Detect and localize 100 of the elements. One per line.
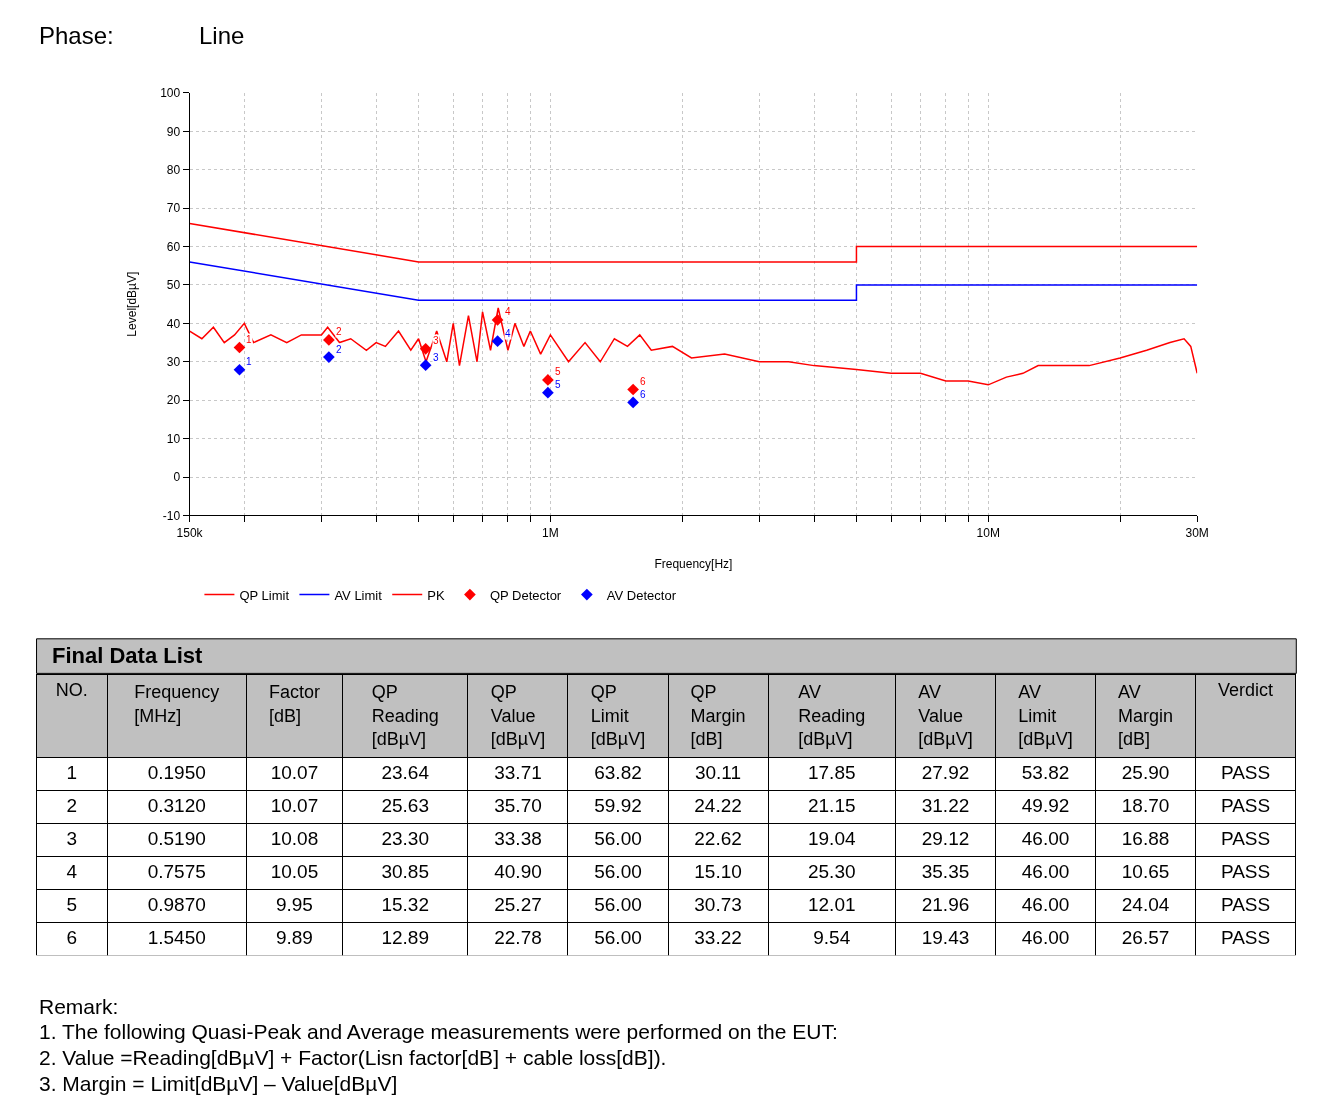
- data-label: 35.70: [494, 795, 542, 817]
- data-label: 10.05: [270, 861, 319, 883]
- data-label: 53.82: [1021, 762, 1070, 784]
- data-label: 19.04: [807, 828, 856, 850]
- annotation: 4: [505, 328, 511, 339]
- data-label: 12.89: [381, 927, 429, 949]
- annotation: 3: [433, 352, 439, 363]
- data-label: 56.00: [594, 828, 642, 850]
- x-tick-label: Factor [dB]: [268, 682, 320, 726]
- data-label: 23.30: [381, 828, 429, 850]
- text: Remark:: [39, 995, 119, 1018]
- data-label: 24.22: [694, 795, 742, 817]
- data-label: 0.3120: [147, 795, 206, 817]
- data-label: 40.90: [494, 861, 542, 883]
- annotation: 3: [433, 335, 439, 346]
- y-tick-label: 4: [66, 861, 78, 883]
- x-tick-label: 150k: [176, 525, 204, 540]
- annotation: 5: [555, 379, 561, 390]
- x-tick-label: AV Limit [dBµV]: [1018, 682, 1073, 750]
- y-tick-label: 5: [66, 894, 78, 916]
- y-axis-title: Level[dBµV]: [125, 271, 140, 337]
- text: PASS: [1220, 795, 1271, 817]
- y-tick-label: 70: [166, 201, 181, 216]
- data-label: 30.73: [694, 894, 742, 916]
- y-axis-title: NO.: [55, 679, 88, 700]
- data-label: 16.88: [1121, 828, 1170, 850]
- data-label: 26.57: [1121, 927, 1170, 949]
- data-label: 33.71: [494, 762, 542, 784]
- y-tick-label: 50: [166, 278, 181, 293]
- data-label: 22.62: [694, 828, 742, 850]
- data-label: 46.00: [1021, 927, 1070, 949]
- legend-label: QP Detector: [489, 587, 562, 603]
- x-tick-label: Frequency [MHz]: [134, 682, 220, 726]
- annotation: 6: [640, 376, 646, 387]
- data-label: 23.64: [381, 762, 430, 784]
- text: PASS: [1220, 861, 1271, 883]
- x-tick-label: QP Limit [dBµV]: [590, 682, 646, 750]
- annotation: 2: [336, 326, 342, 337]
- annotation: 4: [505, 306, 511, 317]
- data-label: 21.15: [807, 795, 856, 817]
- data-label: 49.92: [1021, 795, 1070, 817]
- x-tick-label: QP Value [dBµV]: [490, 682, 546, 750]
- y-tick-label: 20: [166, 393, 181, 408]
- data-label: 35.35: [921, 861, 970, 883]
- annotation: 2: [336, 344, 342, 355]
- y-tick-label: 10: [166, 431, 181, 446]
- data-label: 56.00: [594, 894, 642, 916]
- data-label: 22.78: [494, 927, 542, 949]
- annotation: 1: [246, 356, 252, 367]
- data-label: 0.9870: [147, 894, 206, 916]
- text: 3. Margin = Limit[dBµV] – Value[dBµV]: [39, 1072, 398, 1095]
- y-tick-label: 40: [166, 316, 181, 331]
- data-label: 10.07: [270, 762, 319, 784]
- x-tick-label: 30M: [1185, 525, 1209, 540]
- y-tick-label: 2: [66, 795, 78, 817]
- data-label: 59.92: [594, 795, 642, 817]
- annotation: 6: [640, 389, 646, 400]
- data-label: 10.07: [270, 795, 319, 817]
- x-tick-label: AV Value [dBµV]: [918, 682, 973, 750]
- data-label: 15.10: [694, 861, 742, 883]
- legend-label: PK: [427, 587, 445, 603]
- data-label: 10.65: [1121, 861, 1170, 883]
- data-label: 33.38: [494, 828, 542, 850]
- data-label: 12.01: [807, 894, 856, 916]
- y-tick-label: 0: [173, 470, 181, 485]
- data-label: 21.96: [921, 894, 970, 916]
- data-label: 63.82: [594, 762, 642, 784]
- data-label: 10.08: [270, 828, 319, 850]
- data-label: 25.27: [494, 894, 542, 916]
- data-label: 46.00: [1021, 861, 1070, 883]
- legend-label: QP Limit: [239, 587, 290, 603]
- data-label: 9.95: [275, 894, 313, 916]
- text: PASS: [1220, 894, 1271, 916]
- data-label: 56.00: [594, 927, 642, 949]
- text: 2. Value =Reading[dBµV] + Factor(Lisn factor[dB] + cable loss[dB]).: [39, 1046, 667, 1069]
- data-label: 1.5450: [147, 927, 206, 949]
- data-label: 30.11: [694, 762, 742, 784]
- y-tick-label: 1: [66, 762, 78, 784]
- data-label: 0.5190: [147, 828, 206, 850]
- text: PASS: [1220, 828, 1271, 850]
- x-tick-label: Verdict: [1218, 679, 1274, 700]
- y-tick-label: 3: [66, 828, 78, 850]
- y-tick-label: 30: [166, 354, 181, 369]
- text: Line: [199, 22, 245, 49]
- x-axis-title: Frequency[Hz]: [654, 556, 733, 571]
- data-label: 25.63: [381, 795, 429, 817]
- x-tick-label: AV Margin [dB]: [1118, 682, 1174, 750]
- text: 1. The following Quasi-Peak and Average measurements were performed on the EUT:: [39, 1020, 838, 1043]
- text: PASS: [1220, 927, 1271, 949]
- data-label: 9.89: [275, 927, 313, 949]
- y-tick-label: -10: [162, 508, 181, 523]
- data-label: 29.12: [921, 828, 970, 850]
- data-label: 17.85: [807, 762, 856, 784]
- data-label: 46.00: [1021, 894, 1070, 916]
- data-label: 0.7575: [147, 861, 206, 883]
- data-label: 25.90: [1121, 762, 1170, 784]
- text: PASS: [1220, 762, 1271, 784]
- data-label: 33.22: [694, 927, 742, 949]
- x-tick-label: AV Reading [dBµV]: [798, 682, 866, 750]
- annotation: 1: [246, 334, 252, 345]
